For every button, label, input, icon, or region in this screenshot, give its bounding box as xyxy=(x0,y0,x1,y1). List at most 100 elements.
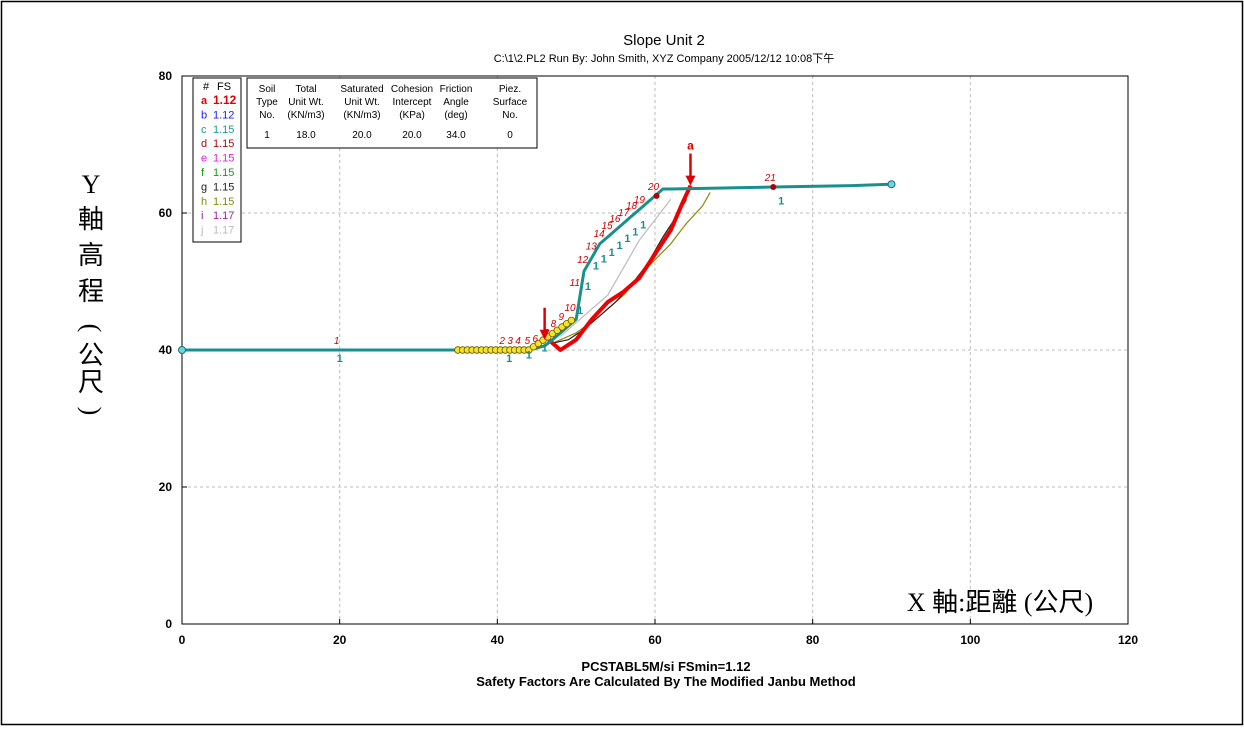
soil-table-header: Saturated xyxy=(340,84,383,95)
y-axis-label-char: ( xyxy=(77,324,106,333)
y-tick-label: 40 xyxy=(159,343,173,357)
soil-table-header: Cohesion xyxy=(391,84,433,95)
surface-j-line xyxy=(560,198,672,337)
soil-table-header: No. xyxy=(502,110,518,121)
footer-line-2: Safety Factors Are Calculated By The Mod… xyxy=(476,674,856,689)
soil-table-header: Unit Wt. xyxy=(344,97,380,108)
soil-table-cell: 20.0 xyxy=(402,130,422,141)
point-label: 8 xyxy=(551,319,557,330)
point-label: 15 xyxy=(602,221,614,232)
soil-table-header: Piez. xyxy=(499,84,521,95)
fs-legend-value-e: 1.15 xyxy=(213,153,234,165)
soil-type-label: 1 xyxy=(593,261,599,273)
chart-subtitle: C:\1\2.PL2 Run By: John Smith, XYZ Compa… xyxy=(494,52,835,65)
soil-table-header: Total xyxy=(295,84,316,95)
soil-table-header: (deg) xyxy=(444,110,467,121)
point-label: 11 xyxy=(570,278,580,289)
soil-table-header: (KN/m3) xyxy=(343,110,380,121)
soil-table: Soil Type No. Total Unit Wt. (KN/m3) Saturated… xyxy=(246,77,538,149)
soil-type-label: 1 xyxy=(542,343,548,355)
point-label: 18 xyxy=(626,201,638,212)
y-axis-label-char: 軸 xyxy=(78,205,104,234)
point-labels: 1234567891011121314151617181920211111111… xyxy=(334,173,784,365)
soil-type-label: 1 xyxy=(506,353,512,365)
y-tick-label: 80 xyxy=(159,69,173,83)
x-axis-label: X 軸:距離 (公尺) xyxy=(907,588,1093,617)
soil-table-header: Surface xyxy=(493,97,528,108)
y-axis-label-char: Y xyxy=(82,170,101,199)
soil-table-header: Friction xyxy=(440,84,473,95)
soil-table-header: Type xyxy=(256,97,278,108)
soil-table-cell: 34.0 xyxy=(446,130,466,141)
fs-legend-value-b: 1.12 xyxy=(213,109,234,121)
fs-legend-value-h: 1.15 xyxy=(213,196,234,208)
soil-type-label: 1 xyxy=(609,247,615,259)
fs-legend-letter-d: d xyxy=(201,138,207,150)
point-label: 17 xyxy=(618,208,630,219)
chart-title: Slope Unit 2 xyxy=(623,32,705,49)
node-marker xyxy=(653,192,660,199)
point-label: 19 xyxy=(634,195,646,206)
fs-legend-value-j: 1.17 xyxy=(213,225,234,237)
soil-table-cell: 1 xyxy=(264,130,270,141)
point-label: 6 xyxy=(533,334,539,345)
endpoint-marker xyxy=(178,346,186,354)
point-label: 16 xyxy=(609,214,621,225)
endpoint-marker xyxy=(887,180,896,189)
critical-arrow-head xyxy=(685,175,696,186)
point-label: 12 xyxy=(577,255,589,266)
soil-type-label: 1 xyxy=(337,353,343,365)
fs-legend-box xyxy=(192,77,242,243)
fs-legend-letter-b: b xyxy=(201,109,207,121)
fs-legend-letter-a: a xyxy=(201,95,208,107)
point-label: 9 xyxy=(559,312,565,323)
point-label: 4 xyxy=(515,336,521,347)
point-label: 14 xyxy=(594,229,606,240)
fs-legend-value-c: 1.15 xyxy=(213,124,234,136)
search-circle-marker xyxy=(567,316,576,325)
soil-table-cell: 20.0 xyxy=(352,130,372,141)
critical-arrows: a xyxy=(539,139,696,340)
x-tick-label: 80 xyxy=(806,633,820,647)
point-label: 13 xyxy=(586,241,598,252)
point-label: 20 xyxy=(647,182,660,193)
y-axis-label-char: 公 xyxy=(78,341,104,370)
critical-arrow-head xyxy=(539,329,550,340)
fs-legend-header-hash: # xyxy=(203,81,210,93)
soil-type-label: 1 xyxy=(640,219,646,231)
soil-table-header: Angle xyxy=(443,97,469,108)
soil-type-label: 1 xyxy=(624,233,630,245)
soil-type-label: 1 xyxy=(616,240,622,252)
soil-table-header: Intercept xyxy=(393,97,432,108)
x-tick-label: 40 xyxy=(491,633,505,647)
x-tick-label: 120 xyxy=(1118,633,1138,647)
soil-table-cell: 0 xyxy=(507,130,513,141)
point-label: 1 xyxy=(334,336,340,347)
fs-legend-value-i: 1.17 xyxy=(213,210,234,222)
critical-surface-a-line xyxy=(547,184,693,352)
soil-type-label: 1 xyxy=(577,305,583,317)
fs-legend-letter-f: f xyxy=(201,167,205,179)
x-tick-label: 20 xyxy=(333,633,347,647)
y-tick-label: 20 xyxy=(159,480,173,494)
soil-type-label: 1 xyxy=(778,195,784,207)
soil-table-header: Unit Wt. xyxy=(288,97,324,108)
fs-legend-letter-g: g xyxy=(201,181,207,193)
soil-table-header: (KPa) xyxy=(399,110,425,121)
point-label: 10 xyxy=(564,303,576,314)
y-axis-label-char: 程 xyxy=(78,277,104,306)
fs-legend-value-a: 1.12 xyxy=(213,93,237,107)
soil-table-header: No. xyxy=(259,110,275,121)
soil-table-cell: 18.0 xyxy=(296,130,316,141)
fs-legend-letter-i: i xyxy=(201,210,203,222)
x-tick-label: 60 xyxy=(648,633,662,647)
soil-type-label: 1 xyxy=(601,254,607,266)
y-axis-label-char: 高 xyxy=(78,241,104,270)
fs-legend-letter-h: h xyxy=(201,196,207,208)
fs-legend-letter-c: c xyxy=(201,124,207,136)
fs-legend-letter-e: e xyxy=(201,153,207,165)
